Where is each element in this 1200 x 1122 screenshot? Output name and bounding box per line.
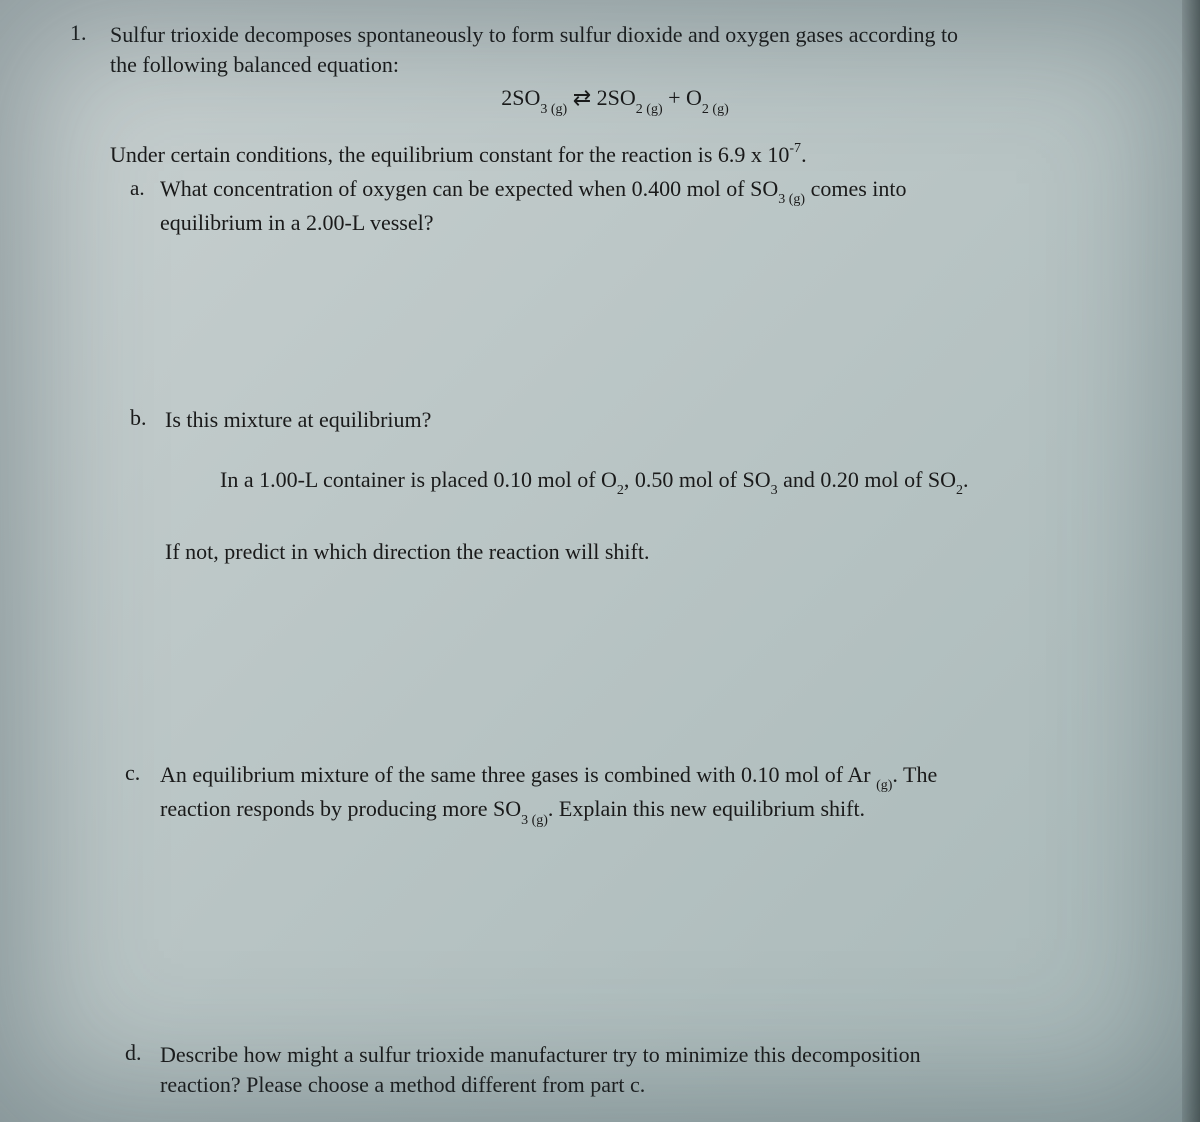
part-c-text: An equilibrium mixture of the same three… [160,760,1120,829]
part-d: d. Describe how might a sulfur trioxide … [110,1040,1120,1099]
eq-rhs-sub: 2 (g) [702,102,729,117]
c-line2-a: reaction responds by producing more SO [160,796,521,821]
part-a-line2: equilibrium in a 2.00-L vessel? [160,210,434,235]
question-1: 1. Sulfur trioxide decomposes spontaneou… [70,20,1120,116]
question-intro: Sulfur trioxide decomposes spontaneously… [110,20,1120,79]
c-line2-b: . Explain this new equilibrium shift. [548,796,865,821]
c-line2-sub: 3 (g) [521,813,548,828]
worksheet-page: 1. Sulfur trioxide decomposes spontaneou… [70,20,1120,1102]
part-a: a. What concentration of oxygen can be e… [110,174,1120,238]
d-line1: Describe how might a sulfur trioxide man… [160,1042,921,1067]
intro-line-1: Sulfur trioxide decomposes spontaneously… [110,22,958,47]
b-inner-sub1: 2 [617,483,624,498]
b-inner-a: In a 1.00-L container is placed 0.10 mol… [220,467,617,492]
question-number: 1. [70,20,87,46]
eq-plus: + O [663,85,702,110]
part-b-text: Is this mixture at equilibrium? [165,405,1120,435]
eq-arrow: ⇄ [567,85,596,110]
eq-lhs: 2SO [501,85,540,110]
part-b: b. Is this mixture at equilibrium? In a … [110,405,1120,565]
under-line-1a: Under certain conditions, the equilibriu… [110,142,789,167]
part-b-ifnot: If not, predict in which direction the r… [165,539,1120,565]
part-c-label: c. [125,760,140,786]
eq-lhs-sub: 3 (g) [540,102,567,117]
under-conditions: Under certain conditions, the equilibriu… [110,140,1120,238]
eq-mid-sub: 2 (g) [636,102,663,117]
c-line1-sub: (g) [876,778,892,793]
under-line-sup: -7 [789,141,801,156]
under-line-1b: . [801,142,807,167]
intro-line-2: the following balanced equation: [110,52,399,77]
part-b-inner: In a 1.00-L container is placed 0.10 mol… [220,465,1120,499]
page-edge-shadow [1182,0,1200,1122]
b-inner-sub3: 2 [956,483,963,498]
part-a-text-a: What concentration of oxygen can be expe… [160,176,778,201]
part-a-text: What concentration of oxygen can be expe… [160,174,1120,238]
part-a-sub: 3 (g) [778,192,805,207]
part-d-label: d. [125,1040,142,1066]
b-inner-d: . [963,467,969,492]
part-c: c. An equilibrium mixture of the same th… [110,760,1120,829]
part-b-label: b. [130,405,147,431]
c-line1-b: . The [892,762,937,787]
b-inner-b: , 0.50 mol of SO [624,467,771,492]
b-inner-c: and 0.20 mol of SO [778,467,956,492]
balanced-equation: 2SO3 (g) ⇄ 2SO2 (g) + O2 (g) [110,85,1120,115]
part-a-label: a. [130,174,145,202]
c-line1-a: An equilibrium mixture of the same three… [160,762,876,787]
part-a-text-b: comes into [805,176,906,201]
b-inner-sub2: 3 [771,483,778,498]
d-line2: reaction? Please choose a method differe… [160,1072,645,1097]
eq-mid: 2SO [597,85,636,110]
part-d-text: Describe how might a sulfur trioxide man… [160,1040,1120,1099]
